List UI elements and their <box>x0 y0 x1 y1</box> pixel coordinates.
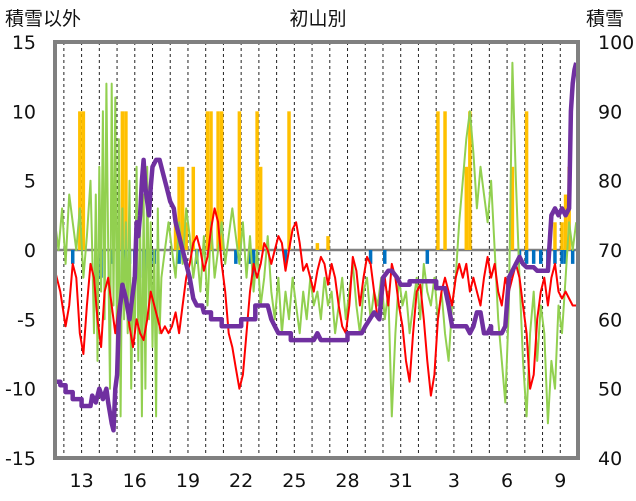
negative-bar <box>368 250 373 264</box>
snowfall-bar <box>563 194 568 250</box>
line-layer <box>54 61 579 433</box>
negative-bar <box>248 250 252 264</box>
snowfall-bar <box>191 166 196 250</box>
negative-bar <box>560 250 564 264</box>
snowfall-bar <box>464 166 469 250</box>
negative-bar <box>70 250 75 264</box>
plot-frame <box>53 40 580 460</box>
snowfall-bar <box>205 111 210 250</box>
right-tick-label: 70 <box>598 240 622 262</box>
right-tick-label: 90 <box>598 101 622 123</box>
snowfall-bar <box>219 111 224 250</box>
x-tick-label: 9 <box>554 470 566 492</box>
snowfall-bar <box>173 222 178 250</box>
left-tick-label: 5 <box>24 171 36 193</box>
snowfall-bar <box>560 222 564 250</box>
x-tick-label: 28 <box>335 470 359 492</box>
negative-bar <box>425 250 430 264</box>
right-tick-label: 40 <box>598 448 622 470</box>
snowfall-bar <box>255 111 259 250</box>
negative-bar <box>383 250 387 264</box>
snow-depth-line <box>55 62 579 433</box>
snowfall-bar <box>209 111 213 250</box>
negative-bar <box>283 250 288 264</box>
snowfall-bar <box>177 166 181 250</box>
snowfall-bar <box>180 166 185 250</box>
x-tick-label: 16 <box>123 470 147 492</box>
snowfall-bar <box>258 166 263 250</box>
left-tick-label: -15 <box>5 448 36 470</box>
right-tick-label: 50 <box>598 379 622 401</box>
left-tick-label: -5 <box>17 309 36 331</box>
negative-bar <box>234 250 238 264</box>
snowfall-bar <box>468 111 472 250</box>
right-tick-label: 100 <box>598 32 634 54</box>
snowfall-bar <box>553 222 557 250</box>
snowfall-bar <box>510 166 515 250</box>
negative-bar <box>531 250 536 264</box>
x-tick-label: 6 <box>501 470 513 492</box>
snowfall-bar <box>184 222 188 250</box>
negative-bar <box>553 250 557 264</box>
left-tick-label: 15 <box>12 32 36 54</box>
snowfall-bar <box>287 111 291 250</box>
negative-bar <box>539 250 543 264</box>
right-tick-label: 80 <box>598 171 622 193</box>
right-axis-title: 積雪 <box>586 8 624 30</box>
negative-bar <box>570 250 575 264</box>
snowfall-bar <box>78 111 82 250</box>
left-tick-label: 10 <box>12 101 36 123</box>
snowfall-bar <box>524 111 529 250</box>
x-tick-label: 19 <box>176 470 200 492</box>
left-axis-title: 積雪以外 <box>5 8 81 30</box>
x-tick-label: 25 <box>282 470 306 492</box>
snowfall-bar <box>326 236 330 250</box>
temperature-line <box>54 207 577 397</box>
x-tick-label: 13 <box>69 470 93 492</box>
snowfall-bar <box>443 111 447 250</box>
left-tick-label: 0 <box>24 240 36 262</box>
x-tick-label: 22 <box>229 470 253 492</box>
snowfall-bar <box>237 111 242 250</box>
x-tick-label: 3 <box>448 470 460 492</box>
snowfall-bar <box>124 111 128 250</box>
snowfall-bar <box>436 111 440 250</box>
negative-bar <box>563 250 568 264</box>
snowfall-bar <box>315 243 320 250</box>
negative-bar <box>524 250 529 264</box>
snowfall-bar <box>120 111 125 250</box>
snowfall-bar <box>216 111 220 250</box>
negative-bar <box>177 250 181 264</box>
right-tick-label: 60 <box>598 309 622 331</box>
snowfall-bar <box>81 111 86 250</box>
x-tick-label: 31 <box>389 470 413 492</box>
green-series-line <box>54 61 578 425</box>
left-tick-label: -10 <box>5 379 36 401</box>
chart-title: 初山別 <box>289 8 346 30</box>
